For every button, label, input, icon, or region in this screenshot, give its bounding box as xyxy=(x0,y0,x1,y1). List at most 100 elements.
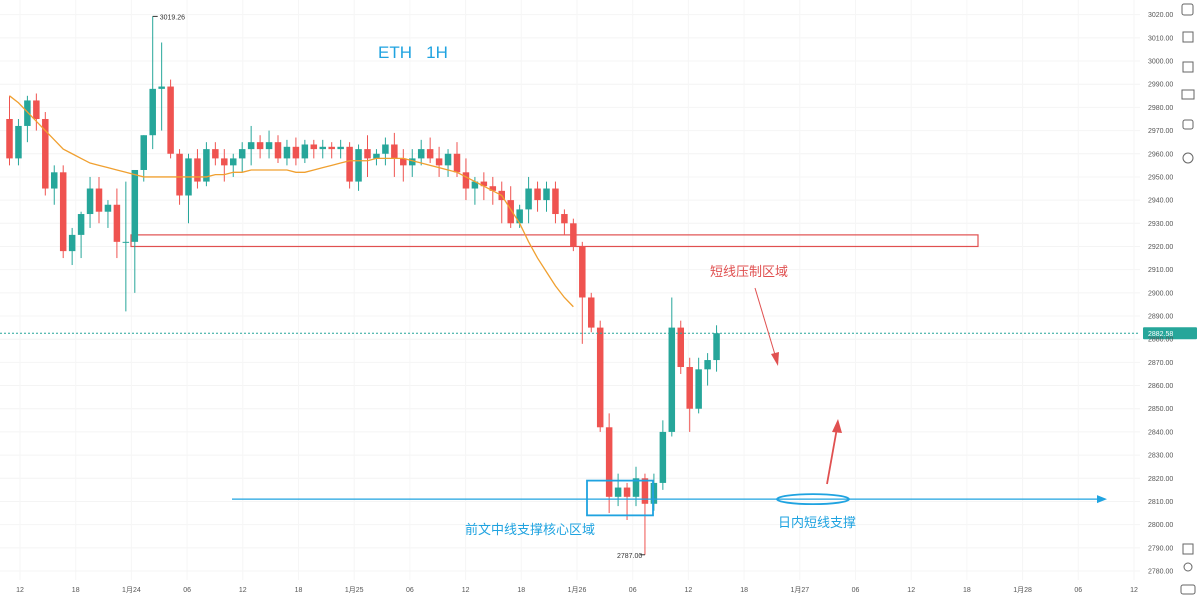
candle-body xyxy=(337,146,344,150)
candle-body xyxy=(713,333,720,361)
candle-body xyxy=(212,149,219,159)
x-tick-label: 06 xyxy=(406,587,414,594)
support-arrowhead xyxy=(1097,495,1107,504)
y-tick-label: 2910.00 xyxy=(1148,267,1173,274)
y-tick-label: 2950.00 xyxy=(1148,174,1173,181)
resistance-label: 短线压制区域 xyxy=(710,264,788,279)
down-arrow-shaft xyxy=(754,287,777,359)
candle-body xyxy=(203,149,210,182)
chart-title: ETH 1H xyxy=(378,43,448,62)
settings-icon[interactable] xyxy=(1183,562,1193,572)
candle-body xyxy=(623,487,631,497)
candle-body xyxy=(86,188,94,215)
y-tick-label: 2800.00 xyxy=(1148,522,1173,529)
y-tick-label: 2990.00 xyxy=(1148,82,1173,89)
x-tick-label: 1月28 xyxy=(1013,586,1032,594)
resistance-zone xyxy=(130,234,979,248)
candle-body xyxy=(373,153,380,159)
candle-body xyxy=(68,234,76,252)
candle-body xyxy=(140,135,147,170)
x-tick-label: 1月25 xyxy=(345,586,364,594)
candle-body xyxy=(319,146,326,150)
candle-body xyxy=(444,153,452,166)
candle-body xyxy=(176,153,183,196)
bot-icon[interactable] xyxy=(1182,119,1194,130)
right-toolbar xyxy=(1180,3,1196,595)
candle-body xyxy=(247,142,255,150)
candle-body xyxy=(516,209,523,224)
up-arrow-shaft xyxy=(826,427,838,485)
y-tick-label: 2840.00 xyxy=(1148,429,1173,436)
overlays: 2882.58 3019.26 2787.00 xyxy=(0,14,1197,560)
frame-icon[interactable] xyxy=(1182,61,1194,73)
candle-body xyxy=(570,223,577,247)
candle-body xyxy=(561,214,568,224)
y-tick-label: 2940.00 xyxy=(1148,198,1173,205)
y-tick-label: 2890.00 xyxy=(1148,314,1173,321)
candle-body xyxy=(328,146,335,150)
x-tick-label: 12 xyxy=(1130,587,1138,594)
x-tick-label: 1月24 xyxy=(122,586,141,594)
y-tick-label: 2970.00 xyxy=(1148,128,1173,135)
candle-body xyxy=(471,181,479,189)
candle-body xyxy=(543,188,550,201)
y-tick-label: 2790.00 xyxy=(1148,545,1173,552)
support-box-label: 前文中线支撑核心区域 xyxy=(465,522,595,537)
candle-body xyxy=(534,188,541,201)
y-tick-label: 3010.00 xyxy=(1148,35,1173,42)
bookmark-icon[interactable] xyxy=(1181,3,1194,16)
candle-body xyxy=(489,186,497,191)
candle-body xyxy=(265,142,273,150)
moving-average xyxy=(9,95,574,308)
y-tick-label: 2980.00 xyxy=(1148,105,1173,112)
down-arrow-head xyxy=(771,352,779,366)
panel-icon[interactable] xyxy=(1182,543,1194,555)
fullscreen-icon[interactable] xyxy=(1180,584,1196,595)
x-tick-label: 1月26 xyxy=(568,586,587,594)
x-tick-label: 06 xyxy=(1074,587,1082,594)
x-tick-label: 18 xyxy=(963,587,971,594)
candle-body xyxy=(596,327,604,428)
grid xyxy=(0,14,1140,572)
x-tick-label: 12 xyxy=(239,587,247,594)
candle-body xyxy=(6,118,13,159)
x-tick-label: 18 xyxy=(517,587,525,594)
x-tick-label: 06 xyxy=(183,587,191,594)
high-marker-label: 3019.26 xyxy=(160,14,185,21)
candle-body xyxy=(238,149,246,159)
candle-body xyxy=(409,158,416,166)
candle-body xyxy=(95,188,103,212)
candle-body xyxy=(158,86,165,89)
candle-body xyxy=(668,327,676,432)
grid-layout-icon[interactable] xyxy=(1182,31,1194,43)
candle-body xyxy=(194,158,201,182)
ma-line xyxy=(9,95,574,308)
candle-body xyxy=(256,142,264,150)
candle-body xyxy=(301,144,309,159)
candle-body xyxy=(686,367,693,409)
candle-body xyxy=(382,144,389,154)
x-tick-label: 12 xyxy=(462,587,470,594)
candle-body xyxy=(641,478,649,504)
candle-body xyxy=(104,204,112,212)
candle-body xyxy=(704,360,711,370)
candle-body xyxy=(230,158,237,166)
candle-body xyxy=(417,149,425,159)
calendar-icon[interactable] xyxy=(1181,89,1195,100)
y-tick-label: 2860.00 xyxy=(1148,383,1173,390)
y-tick-label: 2880.00 xyxy=(1148,337,1173,344)
candle-body xyxy=(426,149,434,159)
intraday-support-label: 日内短线支撑 xyxy=(778,515,856,530)
candle-body xyxy=(605,427,613,497)
y-tick-label: 3000.00 xyxy=(1148,59,1173,66)
candle-body xyxy=(77,214,85,235)
y-tick-label: 2870.00 xyxy=(1148,360,1173,367)
low-marker-label: 2787.00 xyxy=(617,553,642,560)
candle-body xyxy=(15,125,22,159)
candle-body xyxy=(122,241,130,243)
candle-body xyxy=(391,144,398,159)
compare-icon[interactable] xyxy=(1182,152,1194,164)
